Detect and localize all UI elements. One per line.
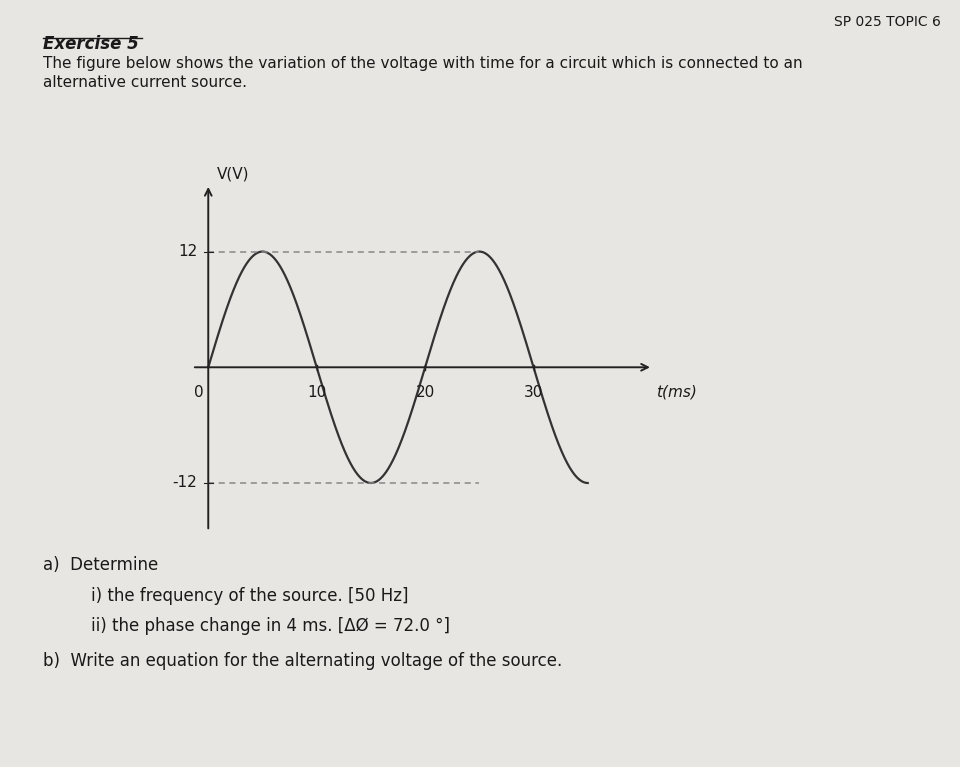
Text: SP 025 TOPIC 6: SP 025 TOPIC 6 — [834, 15, 941, 29]
Text: 10: 10 — [307, 384, 326, 400]
Text: alternative current source.: alternative current source. — [43, 75, 248, 91]
Text: 20: 20 — [416, 384, 435, 400]
Text: Exercise 5: Exercise 5 — [43, 35, 139, 52]
Text: b)  Write an equation for the alternating voltage of the source.: b) Write an equation for the alternating… — [43, 652, 563, 670]
Text: t(ms): t(ms) — [656, 384, 697, 400]
Text: 0: 0 — [194, 384, 204, 400]
Text: ii) the phase change in 4 ms. [ΔØ = 72.0 °]: ii) the phase change in 4 ms. [ΔØ = 72.0… — [91, 617, 450, 635]
Text: i) the frequency of the source. [50 Hz]: i) the frequency of the source. [50 Hz] — [91, 587, 409, 604]
Text: a)  Determine: a) Determine — [43, 556, 158, 574]
Text: The figure below shows the variation of the voltage with time for a circuit whic: The figure below shows the variation of … — [43, 56, 803, 71]
Text: 12: 12 — [179, 244, 198, 259]
Text: V(V): V(V) — [217, 166, 250, 181]
Text: 30: 30 — [524, 384, 543, 400]
Text: -12: -12 — [173, 476, 198, 490]
